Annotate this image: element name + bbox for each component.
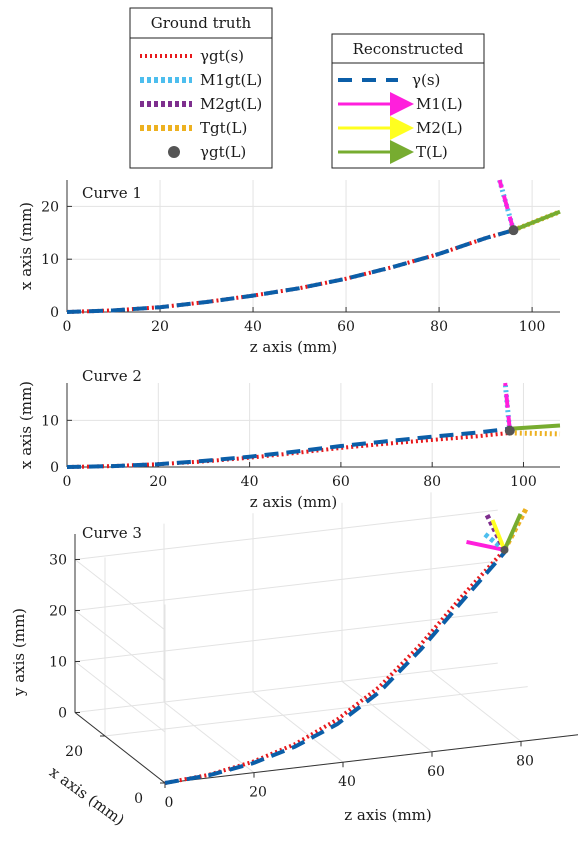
y-tick-label: 10	[41, 413, 59, 429]
legend-gt-label: γgt(L)	[200, 143, 246, 161]
series-line	[66, 430, 511, 469]
legend-rec-label: T(L)	[416, 143, 448, 161]
legend-rec-entry-gamma: γ(s)	[338, 71, 440, 89]
series-line	[66, 228, 515, 314]
grid-line	[74, 611, 498, 662]
y-tick-label: 20	[41, 199, 59, 215]
y-tick-label: 0	[50, 305, 59, 321]
z-tick-label: 80	[516, 753, 534, 769]
frame-vector	[482, 532, 507, 552]
z-tick-label: 20	[249, 785, 267, 801]
x-tick-label: 0	[134, 791, 143, 807]
legend-gt-label: M2gt(L)	[200, 95, 262, 113]
chart-curve-3: 0 20 40 60 80 0 20 0 10 20 30 Curve 3 z axis (mm) y a…	[10, 492, 578, 829]
x-axis-label: z axis (mm)	[250, 493, 338, 511]
y-tick-label: 10	[49, 655, 67, 671]
x-tick-label: 100	[519, 319, 546, 335]
series-line	[497, 179, 516, 231]
legend-gt-label: M1gt(L)	[200, 71, 262, 89]
series-line	[502, 382, 513, 433]
legend-gt-entry-t: Tgt(L)	[140, 119, 247, 137]
grid-line	[74, 661, 166, 733]
x-tick-label: 100	[510, 474, 537, 490]
y-tick-label: 0	[58, 706, 67, 722]
grid-line	[104, 686, 528, 737]
grid-line	[74, 560, 498, 611]
z-tick-label: 40	[338, 774, 356, 790]
y-tick-label: 0	[50, 460, 59, 476]
legend-rec-entry-m2: M2(L)	[338, 116, 463, 140]
y-axis-label: y axis (mm)	[10, 608, 28, 697]
grid-line	[74, 662, 498, 713]
legend-reconstructed: Reconstructed γ(s) M1(L) M2(L) T(L)	[331, 33, 485, 169]
grid-line	[74, 559, 166, 631]
series-line	[509, 423, 561, 431]
end-marker	[500, 545, 509, 554]
chart-curve-1: 0 20 40 60 80 100 0 10 20 z axis (mm) x axis (mm) C…	[17, 179, 561, 356]
grid-line	[74, 610, 166, 682]
grid-line	[341, 680, 433, 753]
grid-line	[430, 670, 522, 742]
z-axis-line	[164, 734, 578, 784]
legend-gt-label: Tgt(L)	[200, 119, 247, 137]
x-tick-label: 80	[430, 319, 448, 335]
legend-gt-entry-m2: M2gt(L)	[140, 95, 262, 113]
series-line	[503, 382, 512, 430]
frame-vector	[502, 513, 523, 551]
x-depth-axis-label: x axis (mm)	[46, 763, 128, 829]
x-tick-label: 60	[337, 319, 355, 335]
chart-title: Curve 3	[82, 524, 142, 542]
legend-rec-label: γ(s)	[412, 71, 440, 89]
grid-line	[74, 509, 498, 560]
series-line	[164, 551, 507, 785]
chart-title: Curve 1	[82, 184, 142, 202]
legend-rec-title: Reconstructed	[353, 40, 464, 58]
legend-gt-entry-gamma-s: γgt(s)	[140, 47, 244, 65]
x-tick-label: 0	[63, 319, 72, 335]
series-line	[509, 430, 561, 437]
legend-rec-entry-m1: M1(L)	[338, 92, 463, 116]
x-tick-label: 60	[332, 474, 350, 490]
y-axis-label: x axis (mm)	[17, 202, 35, 290]
grid-line	[163, 701, 255, 773]
x-axis-label: z axis (mm)	[250, 338, 338, 356]
z-axis-label: z axis (mm)	[344, 806, 432, 824]
series-line	[66, 426, 511, 469]
x-tick-label: 20	[65, 744, 83, 760]
series-line	[164, 548, 506, 785]
x-tick-label: 20	[149, 474, 167, 490]
y-axis-label: x axis (mm)	[17, 381, 35, 469]
x-tick-label: 20	[151, 319, 169, 335]
x-tick-label: 80	[423, 474, 441, 490]
end-marker	[504, 425, 515, 436]
grid-line	[252, 691, 344, 763]
chart-curve-2: 0 20 40 60 80 100 0 10 z axis (mm) x axis (mm) Cur…	[17, 367, 561, 511]
z-tick-label: 60	[427, 764, 445, 780]
legend-rec-label: M1(L)	[416, 95, 463, 113]
x-tick-label: 40	[244, 319, 262, 335]
chart-title: Curve 2	[82, 367, 142, 385]
x-tick-label: 40	[241, 474, 259, 490]
x-tick-label: 0	[63, 474, 72, 490]
z-tick-label: 0	[165, 795, 174, 811]
frame-vector	[490, 519, 507, 551]
y-tick-label: 30	[49, 553, 67, 569]
legend-ground-truth: Ground truth γgt(s) M1gt(L) M2gt(L) Tgt(…	[129, 7, 273, 169]
series-line	[66, 228, 515, 314]
legend-gt-entry-gamma-l: γgt(L)	[168, 143, 246, 161]
y-tick-label: 20	[49, 604, 67, 620]
legend-gt-label: γgt(s)	[200, 47, 244, 65]
x-axis-line	[74, 712, 166, 784]
legend-gt-title: Ground truth	[151, 14, 252, 32]
series-line	[512, 209, 561, 233]
frame-vector	[466, 540, 505, 552]
end-marker	[508, 225, 519, 236]
y-tick-label: 10	[41, 252, 59, 268]
legend-rec-label: M2(L)	[416, 119, 463, 137]
legend-rec-entry-t: T(L)	[338, 140, 448, 164]
legend-gt-entry-m1: M1gt(L)	[140, 71, 262, 89]
